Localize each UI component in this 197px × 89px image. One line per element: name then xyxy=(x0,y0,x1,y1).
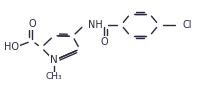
Text: HO: HO xyxy=(4,42,19,52)
Text: O: O xyxy=(28,19,36,29)
Text: N: N xyxy=(50,55,58,66)
Text: CH₃: CH₃ xyxy=(46,72,62,81)
Text: Cl: Cl xyxy=(182,20,192,30)
Text: NH: NH xyxy=(87,20,102,30)
Text: O: O xyxy=(100,37,108,47)
